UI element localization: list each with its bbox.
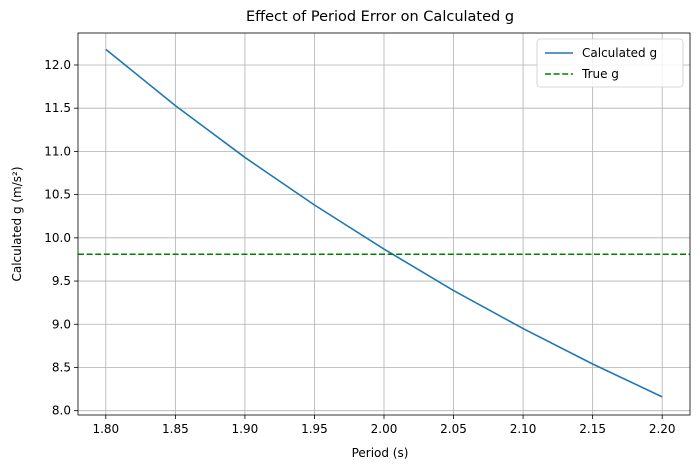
x-tick-label: 2.05 xyxy=(440,422,467,436)
y-tick-label: 8.5 xyxy=(52,360,71,374)
legend-label: True g xyxy=(581,67,619,81)
y-tick-label: 11.5 xyxy=(44,101,71,115)
y-tick-label: 10.0 xyxy=(44,231,71,245)
x-tick-label: 1.80 xyxy=(92,422,119,436)
x-tick-label: 2.00 xyxy=(371,422,398,436)
y-tick-label: 12.0 xyxy=(44,58,71,72)
calculated-g-line xyxy=(105,48,663,398)
y-tick-label: 11.0 xyxy=(44,144,71,158)
x-axis-label: Period (s) xyxy=(352,446,409,460)
x-tick-label: 1.95 xyxy=(301,422,328,436)
legend: Calculated g True g xyxy=(536,38,684,88)
x-tick-label: 1.85 xyxy=(162,422,189,436)
x-axis-ticks: 1.80 1.85 1.90 1.95 2.00 2.05 2.10 2.15 2.20 xyxy=(92,415,676,436)
chart-title: Effect of Period Error on Calculated g xyxy=(246,9,514,25)
legend-box xyxy=(536,38,684,88)
plot-area xyxy=(78,48,690,398)
y-tick-label: 10.5 xyxy=(44,188,71,202)
x-tick-label: 2.10 xyxy=(510,422,537,436)
legend-label: Calculated g xyxy=(582,46,657,60)
y-tick-label: 9.5 xyxy=(52,274,71,288)
x-tick-label: 2.20 xyxy=(649,422,676,436)
y-tick-label: 8.0 xyxy=(52,404,71,418)
grid xyxy=(78,33,690,415)
y-tick-label: 9.0 xyxy=(52,317,71,331)
x-tick-label: 1.90 xyxy=(232,422,259,436)
y-axis-ticks: 8.0 8.5 9.0 9.5 10.0 10.5 11.0 11.5 12.0 xyxy=(44,58,78,418)
x-tick-label: 2.15 xyxy=(579,422,606,436)
y-axis-label: Calculated g (m/s²) xyxy=(10,166,24,281)
